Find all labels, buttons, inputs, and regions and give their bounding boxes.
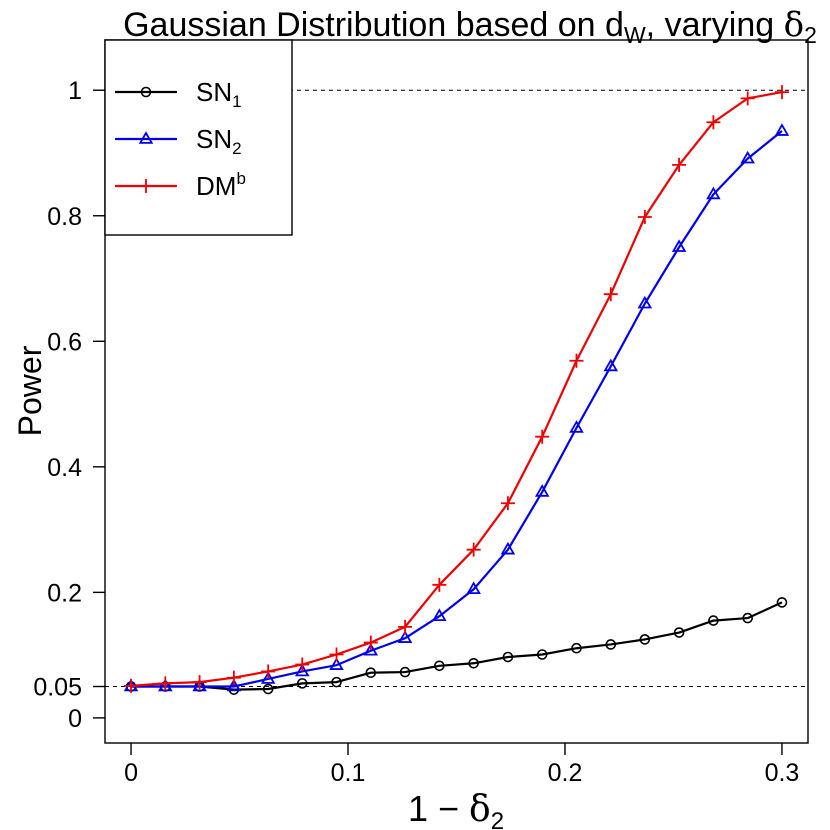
x-tick-label: 0.3 [765,759,800,787]
x-tick-label: 0 [124,759,138,787]
series-line-0 [131,601,783,691]
x-tick-label: 0.1 [331,759,366,787]
x-tick-label: 0.2 [548,759,583,787]
data-point [500,496,515,511]
data-point [466,581,481,595]
y-tick-label: 0.05 [33,674,82,702]
data-point [639,634,651,645]
chart-title: Gaussian Distribution based on dW, varyi… [123,5,817,48]
data-point [192,678,207,692]
legend: SN1 SN2 DMb [104,39,293,236]
y-tick-label: 0 [68,705,82,733]
data-point [569,353,584,368]
data-point [158,676,173,691]
legend-label: SN1 [196,77,242,111]
data-point [637,210,652,225]
data-point [535,429,550,444]
data-point [261,664,276,679]
data-point [536,649,548,660]
y-tick-label: 0.8 [47,203,82,231]
data-point [295,657,310,672]
data-point [296,678,308,689]
series-line-1 [131,130,783,688]
data-point [434,660,445,672]
data-point [740,91,755,106]
x-axis-label: 1 − δ2 [408,788,504,830]
data-point [671,239,687,252]
y-axis-label: Power [12,345,48,436]
data-point [673,627,685,638]
legend-marker [140,86,152,98]
legend-box [104,39,293,236]
legend-label: SN2 [196,124,242,158]
data-point [742,612,753,624]
y-tick-label: 1 [68,77,82,105]
data-point [260,671,276,684]
y-tick-label: 0.2 [47,579,82,607]
legend-entry-2: DMb [115,169,246,201]
data-point [708,615,719,626]
data-point [262,683,274,695]
data-point [534,484,550,497]
series-1 [123,123,790,692]
data-point [365,667,377,679]
legend-entry-1: SN2 [115,124,242,158]
data-point [432,608,447,622]
data-point [569,420,584,433]
data-point [605,639,617,650]
y-tick-label: 0.4 [47,454,82,482]
legend-marker [139,179,153,193]
data-point [774,123,790,136]
data-point [363,642,379,656]
data-point [294,663,310,677]
data-point [226,678,242,692]
series-2 [124,85,789,693]
data-point [329,647,344,662]
data-point [637,295,653,309]
plot-frame [104,39,809,744]
legend-label: DMb [196,169,246,201]
data-point [158,678,173,692]
data-point [329,657,344,670]
y-tick-label: 0.6 [47,328,82,356]
data-point [603,358,619,372]
data-point [363,635,378,650]
data-point [500,541,516,555]
data-point [331,676,342,688]
series-layer [123,85,790,695]
data-point [124,678,139,693]
legend-marker [138,131,154,144]
data-point [672,157,687,172]
data-point [571,642,582,654]
legend-entry-0: SN1 [115,77,242,111]
data-point [397,630,413,643]
data-point [706,186,721,200]
data-point [226,670,241,685]
data-point [432,577,447,592]
data-point [706,115,721,130]
data-point [776,597,788,608]
data-point [399,666,411,678]
data-point [468,657,479,669]
data-point [740,150,755,164]
data-point [603,287,618,302]
data-point [774,85,789,100]
data-point [502,651,514,663]
data-point [466,542,481,557]
axes: 0 0.1 0.2 0.3 0 0.05 0.2 0.4 0.6 0.8 1 [33,77,799,787]
data-point [192,675,207,690]
reference-lines [105,89,808,688]
data-point [398,619,413,634]
series-line-2 [130,91,783,687]
